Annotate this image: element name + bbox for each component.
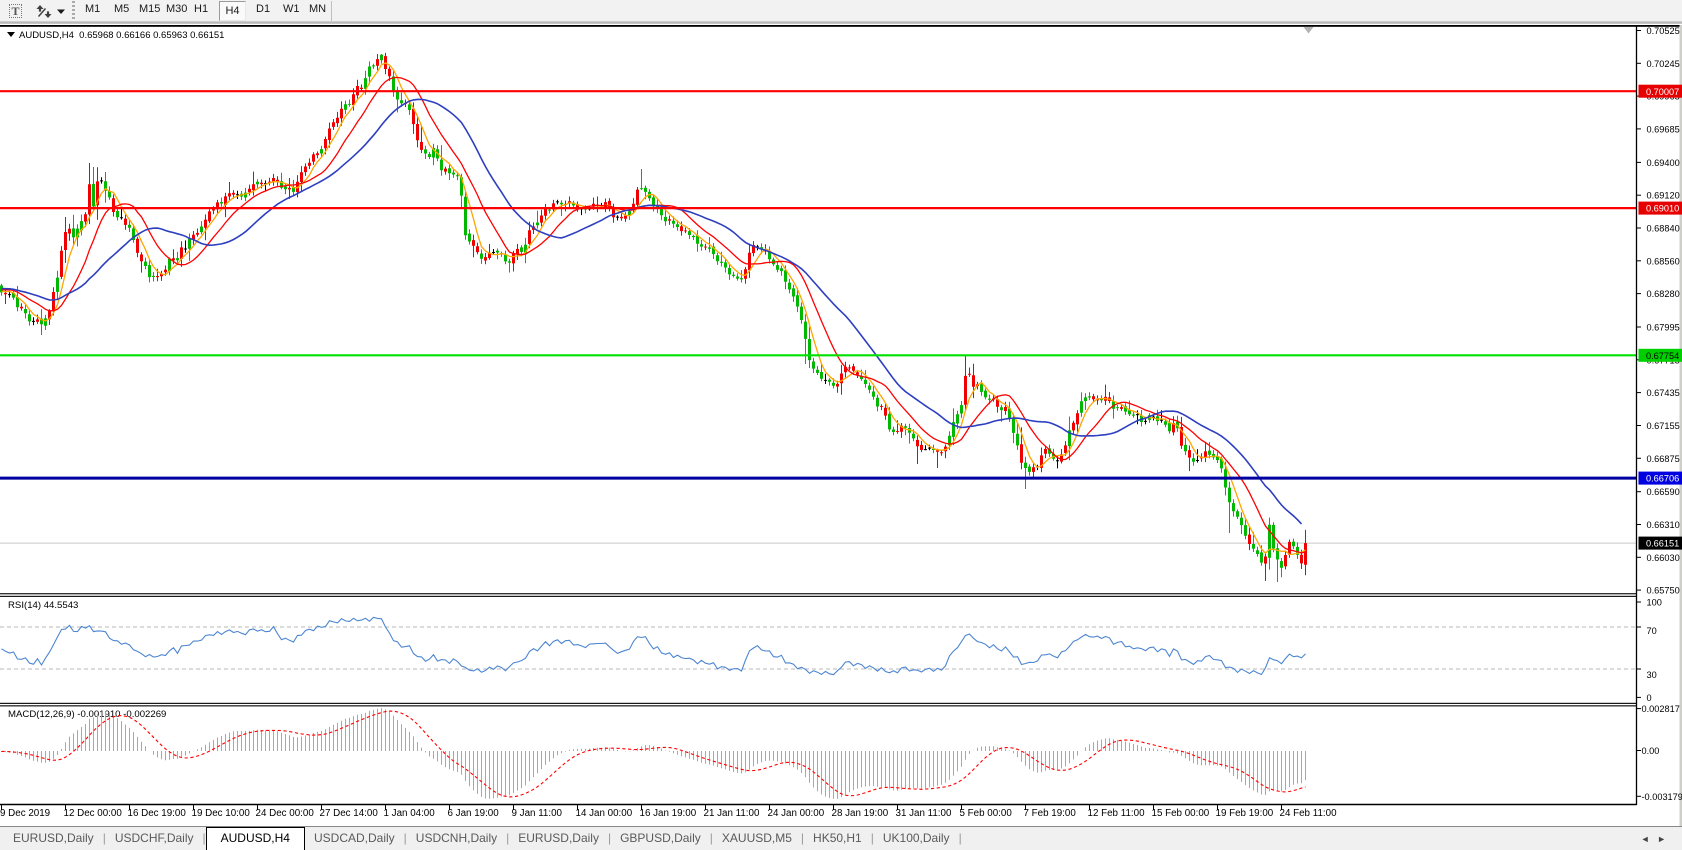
svg-text:9 Dec 2019: 9 Dec 2019 xyxy=(0,808,50,819)
svg-text:16 Jan 19:00: 16 Jan 19:00 xyxy=(640,808,697,819)
svg-text:24 Dec 00:00: 24 Dec 00:00 xyxy=(256,808,315,819)
svg-text:19 Feb 19:00: 19 Feb 19:00 xyxy=(1216,808,1274,819)
svg-text:12 Feb 11:00: 12 Feb 11:00 xyxy=(1088,808,1146,819)
svg-text:24 Feb 11:00: 24 Feb 11:00 xyxy=(1280,808,1338,819)
svg-text:70: 70 xyxy=(1647,626,1657,636)
svg-text:0.002817: 0.002817 xyxy=(1642,704,1680,714)
svg-text:15 Feb 00:00: 15 Feb 00:00 xyxy=(1152,808,1210,819)
svg-text:0.70007: 0.70007 xyxy=(1646,87,1679,97)
svg-text:0.67754: 0.67754 xyxy=(1646,351,1679,361)
svg-text:31 Jan 11:00: 31 Jan 11:00 xyxy=(896,808,952,819)
svg-text:14 Jan 00:00: 14 Jan 00:00 xyxy=(576,808,633,819)
svg-text:0.68280: 0.68280 xyxy=(1647,289,1680,299)
svg-text:0.69685: 0.69685 xyxy=(1647,124,1680,134)
svg-text:12 Dec 00:00: 12 Dec 00:00 xyxy=(64,808,123,819)
svg-text:6 Jan 19:00: 6 Jan 19:00 xyxy=(448,808,500,819)
svg-text:5 Feb 00:00: 5 Feb 00:00 xyxy=(960,808,1013,819)
svg-text:7 Feb 19:00: 7 Feb 19:00 xyxy=(1024,808,1077,819)
svg-text:0.66590: 0.66590 xyxy=(1647,487,1680,497)
svg-text:0.65750: 0.65750 xyxy=(1647,586,1680,596)
svg-text:0: 0 xyxy=(1647,693,1652,703)
svg-text:27 Dec 14:00: 27 Dec 14:00 xyxy=(320,808,379,819)
svg-text:0.66030: 0.66030 xyxy=(1647,553,1680,563)
svg-text:0.67155: 0.67155 xyxy=(1647,421,1680,431)
svg-text:16 Dec 19:00: 16 Dec 19:00 xyxy=(128,808,187,819)
svg-text:0.69400: 0.69400 xyxy=(1647,158,1680,168)
svg-text:100: 100 xyxy=(1647,598,1662,608)
svg-text:0.70245: 0.70245 xyxy=(1647,59,1680,69)
svg-text:24 Jan 00:00: 24 Jan 00:00 xyxy=(768,808,825,819)
svg-text:0.68840: 0.68840 xyxy=(1647,224,1680,234)
svg-text:0.66706: 0.66706 xyxy=(1646,474,1679,484)
svg-text:0.66310: 0.66310 xyxy=(1647,520,1680,530)
svg-text:MACD(12,26,9) -0.001910 -0.002: MACD(12,26,9) -0.001910 -0.002269 xyxy=(8,709,166,720)
svg-text:0.68560: 0.68560 xyxy=(1647,256,1680,266)
svg-text:30: 30 xyxy=(1647,670,1657,680)
svg-text:21 Jan 11:00: 21 Jan 11:00 xyxy=(704,808,760,819)
svg-text:0.66875: 0.66875 xyxy=(1647,454,1680,464)
svg-text:1 Jan 04:00: 1 Jan 04:00 xyxy=(384,808,436,819)
svg-text:9 Jan 11:00: 9 Jan 11:00 xyxy=(512,808,563,819)
svg-text:0.69010: 0.69010 xyxy=(1646,204,1679,214)
svg-text:19 Dec 10:00: 19 Dec 10:00 xyxy=(192,808,251,819)
svg-text:0.70525: 0.70525 xyxy=(1647,26,1680,36)
svg-text:0.00: 0.00 xyxy=(1642,746,1660,756)
svg-text:RSI(14) 44.5543: RSI(14) 44.5543 xyxy=(8,600,78,611)
svg-text:28 Jan 19:00: 28 Jan 19:00 xyxy=(832,808,889,819)
svg-text:AUDUSD,H4 0.65968 0.66166 0.6: AUDUSD,H4 0.65968 0.66166 0.65963 0.6615… xyxy=(19,30,224,41)
svg-text:0.66151: 0.66151 xyxy=(1646,539,1679,549)
svg-text:-0.003179: -0.003179 xyxy=(1642,792,1682,802)
svg-text:0.67435: 0.67435 xyxy=(1647,388,1680,398)
svg-text:0.69120: 0.69120 xyxy=(1647,191,1680,201)
svg-text:0.67995: 0.67995 xyxy=(1647,323,1680,333)
